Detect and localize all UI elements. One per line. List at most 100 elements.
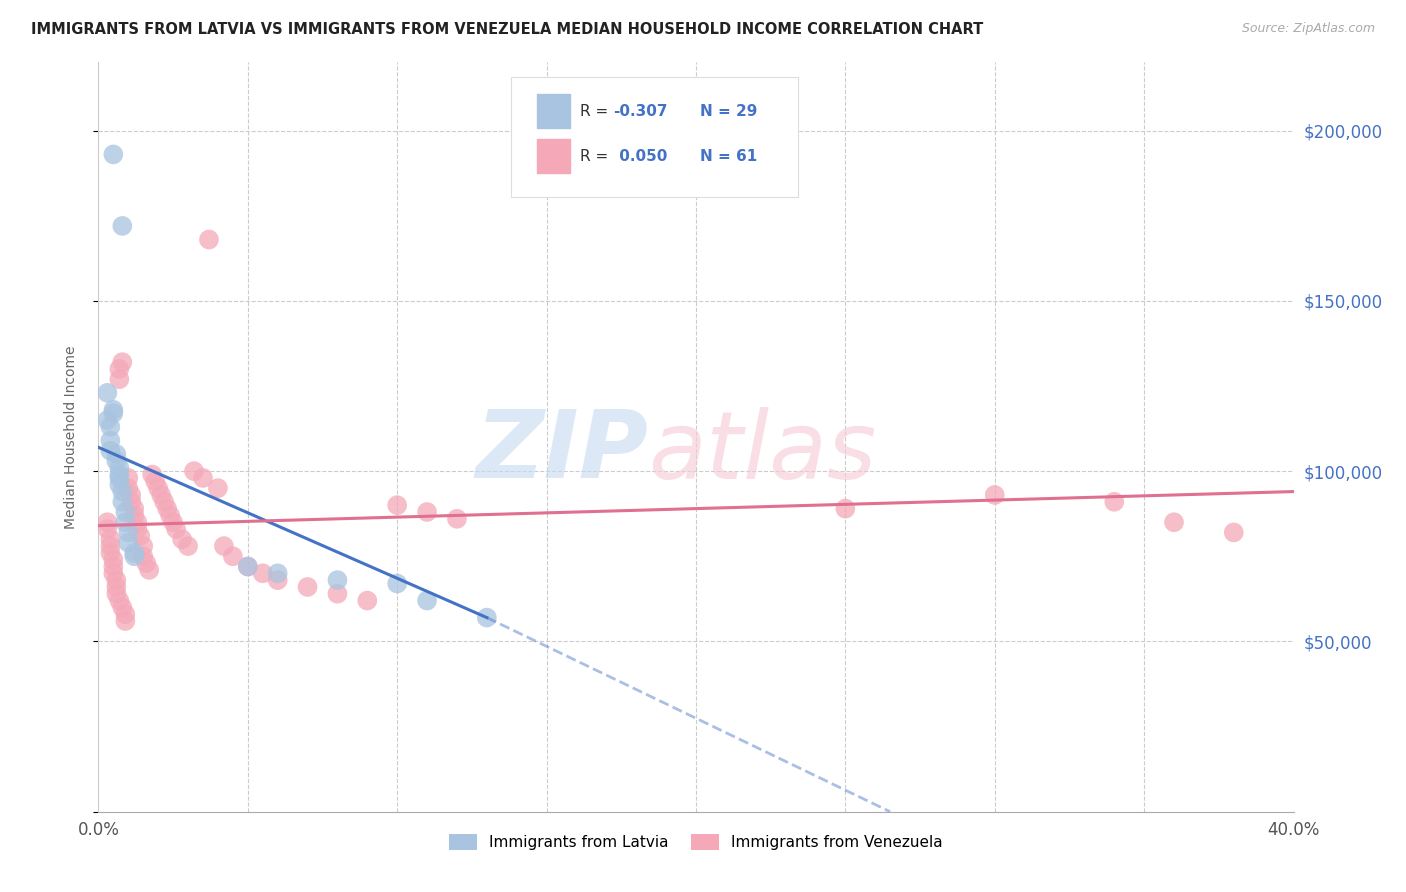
Text: Source: ZipAtlas.com: Source: ZipAtlas.com	[1241, 22, 1375, 36]
Point	[103, 402, 125, 417]
Text: IMMIGRANTS FROM LATVIA VS IMMIGRANTS FROM VENEZUELA MEDIAN HOUSEHOLD INCOME CORR: IMMIGRANTS FROM LATVIA VS IMMIGRANTS FRO…	[31, 22, 983, 37]
Point	[96, 385, 118, 400]
Point	[127, 515, 149, 529]
Point	[165, 522, 187, 536]
Point	[98, 539, 122, 553]
Point	[117, 481, 139, 495]
Point	[105, 454, 128, 468]
Point	[120, 495, 142, 509]
Point	[117, 525, 139, 540]
Text: atlas: atlas	[648, 407, 876, 498]
Point	[105, 587, 128, 601]
FancyBboxPatch shape	[510, 78, 797, 197]
Text: -0.307: -0.307	[613, 103, 668, 119]
Point	[475, 610, 498, 624]
Point	[252, 566, 274, 581]
Point	[124, 546, 146, 560]
Point	[132, 549, 155, 564]
Point	[96, 413, 118, 427]
Point	[834, 501, 856, 516]
Point	[108, 467, 131, 482]
Point	[297, 580, 319, 594]
Point	[326, 573, 349, 587]
Point	[103, 552, 125, 566]
Point	[108, 362, 131, 376]
Point	[1223, 525, 1246, 540]
Point	[267, 573, 290, 587]
Point	[236, 559, 259, 574]
Text: ZIP: ZIP	[475, 406, 648, 498]
Point	[103, 406, 125, 420]
Point	[326, 587, 349, 601]
Point	[114, 515, 136, 529]
Text: 0.050: 0.050	[613, 149, 666, 163]
Point	[416, 505, 439, 519]
Point	[207, 481, 229, 495]
Point	[98, 434, 122, 448]
Point	[191, 471, 214, 485]
Text: R =: R =	[581, 149, 613, 163]
Point	[177, 539, 200, 553]
Point	[267, 566, 290, 581]
Point	[114, 614, 136, 628]
Point	[111, 355, 134, 369]
Point	[96, 522, 118, 536]
Text: N = 29: N = 29	[700, 103, 756, 119]
Point	[108, 460, 131, 475]
Point	[105, 573, 128, 587]
Bar	[537, 95, 571, 128]
Text: R =: R =	[581, 103, 613, 119]
Point	[124, 501, 146, 516]
Point	[105, 447, 128, 461]
Point	[1104, 495, 1126, 509]
Text: N = 61: N = 61	[700, 149, 756, 163]
Point	[114, 607, 136, 622]
Point	[129, 529, 152, 543]
Point	[114, 505, 136, 519]
Point	[132, 539, 155, 553]
Point	[98, 443, 122, 458]
Point	[108, 477, 131, 491]
Point	[143, 475, 166, 489]
Y-axis label: Median Household Income: Median Household Income	[63, 345, 77, 529]
Point	[124, 549, 146, 564]
Point	[120, 488, 142, 502]
Point	[385, 498, 409, 512]
Point	[385, 576, 409, 591]
Point	[103, 566, 125, 581]
Bar	[537, 139, 571, 173]
Point	[105, 580, 128, 594]
Point	[212, 539, 235, 553]
Point	[148, 481, 170, 495]
Point	[446, 512, 468, 526]
Point	[135, 556, 157, 570]
Point	[111, 600, 134, 615]
Point	[138, 563, 160, 577]
Point	[222, 549, 245, 564]
Point	[236, 559, 259, 574]
Point	[98, 420, 122, 434]
Point	[117, 471, 139, 485]
Point	[159, 508, 181, 523]
Point	[153, 495, 176, 509]
Point	[108, 372, 131, 386]
Point	[156, 501, 179, 516]
Point	[111, 495, 134, 509]
Point	[183, 464, 205, 478]
Point	[111, 484, 134, 499]
Point	[98, 533, 122, 547]
Point	[198, 233, 221, 247]
Point	[117, 535, 139, 549]
Point	[127, 522, 149, 536]
Point	[98, 546, 122, 560]
Point	[172, 533, 194, 547]
Point	[96, 515, 118, 529]
Point	[150, 488, 173, 502]
Point	[103, 559, 125, 574]
Point	[1163, 515, 1185, 529]
Point	[984, 488, 1007, 502]
Legend: Immigrants from Latvia, Immigrants from Venezuela: Immigrants from Latvia, Immigrants from …	[443, 829, 949, 856]
Point	[162, 515, 184, 529]
Point	[141, 467, 163, 482]
Point	[108, 593, 131, 607]
